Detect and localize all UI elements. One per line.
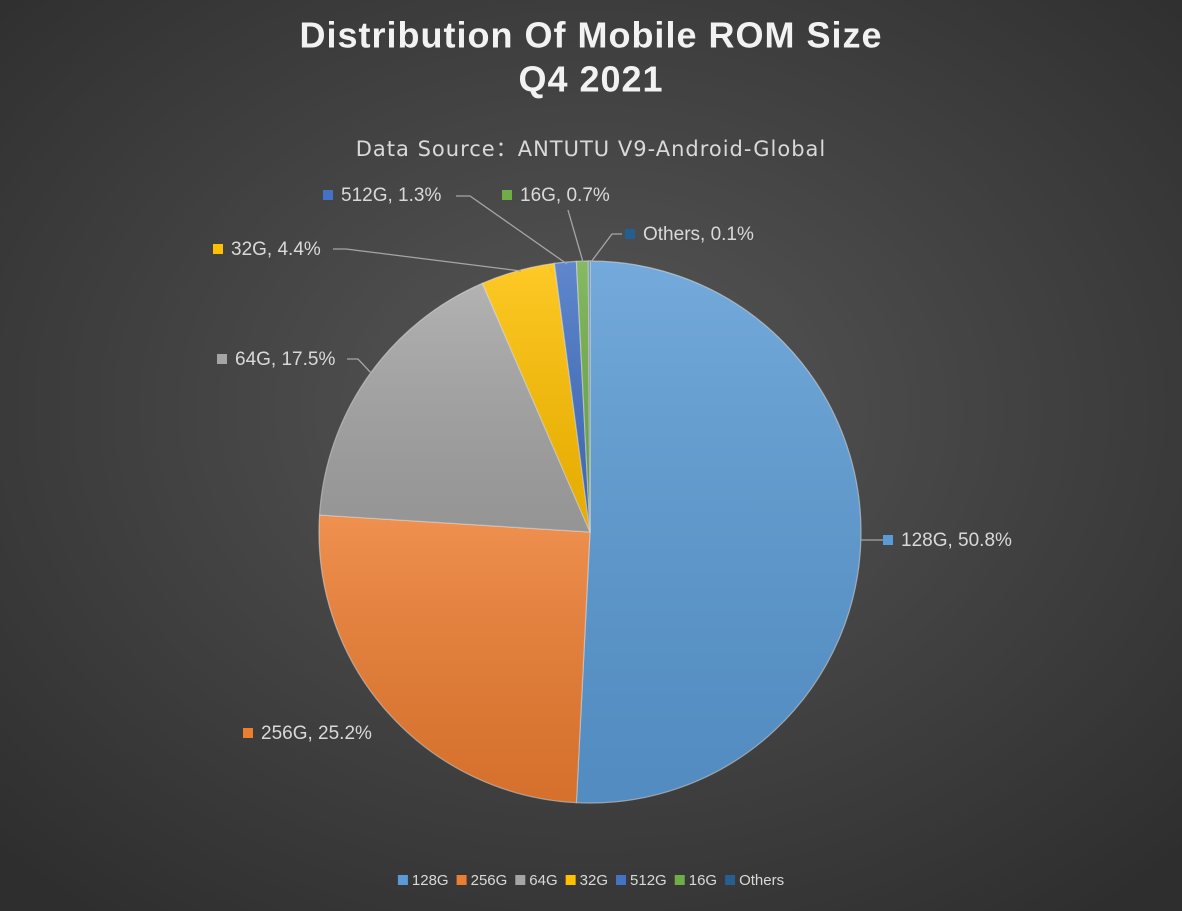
label-marker <box>502 190 512 200</box>
legend-swatch <box>515 875 526 885</box>
data-labels: 128G, 50.8% 256G, 25.2% 64G, 17.5% 32G, 4.4… <box>213 185 1012 744</box>
legend-label: 128G <box>412 872 449 889</box>
data-label: 16G, 0.7% <box>520 185 610 206</box>
legend-label: 64G <box>529 872 557 889</box>
legend-swatch <box>397 875 408 885</box>
chart-title: Q4 2021 <box>518 59 663 100</box>
data-label: 64G, 17.5% <box>235 349 335 370</box>
pie <box>318 260 862 804</box>
legend-swatch <box>565 875 576 885</box>
label-marker <box>323 190 333 200</box>
label-marker <box>625 229 635 239</box>
legend-swatch <box>725 875 736 885</box>
chart-subtitle: Data Source：ANTUTU V9-Android-Global <box>356 137 826 161</box>
data-label: 32G, 4.4% <box>231 239 321 260</box>
leader-line <box>567 209 584 263</box>
label-marker <box>213 244 223 254</box>
leader-line <box>590 233 622 263</box>
label-marker <box>217 354 227 364</box>
legend-label: 16G <box>689 872 717 889</box>
chart-title: Distribution Of Mobile ROM Size <box>300 15 883 56</box>
data-label: 256G, 25.2% <box>261 723 372 744</box>
leader-line <box>456 195 568 265</box>
legend-swatch <box>674 875 685 885</box>
legend-label: Others <box>739 872 784 889</box>
leader-line <box>333 248 522 272</box>
legend-swatch <box>456 875 467 885</box>
legend: 128G 256G 64G 32G 512G 16G Others <box>397 872 784 889</box>
data-label: 512G, 1.3% <box>341 185 441 206</box>
legend-label: 256G <box>471 872 508 889</box>
data-label: 128G, 50.8% <box>901 530 1012 551</box>
label-marker <box>243 728 253 738</box>
label-marker <box>883 535 893 545</box>
data-label: Others, 0.1% <box>643 224 754 245</box>
legend-label: 512G <box>630 872 667 889</box>
leader-line <box>347 358 373 375</box>
legend-swatch <box>616 875 627 885</box>
legend-label: 32G <box>580 872 608 889</box>
